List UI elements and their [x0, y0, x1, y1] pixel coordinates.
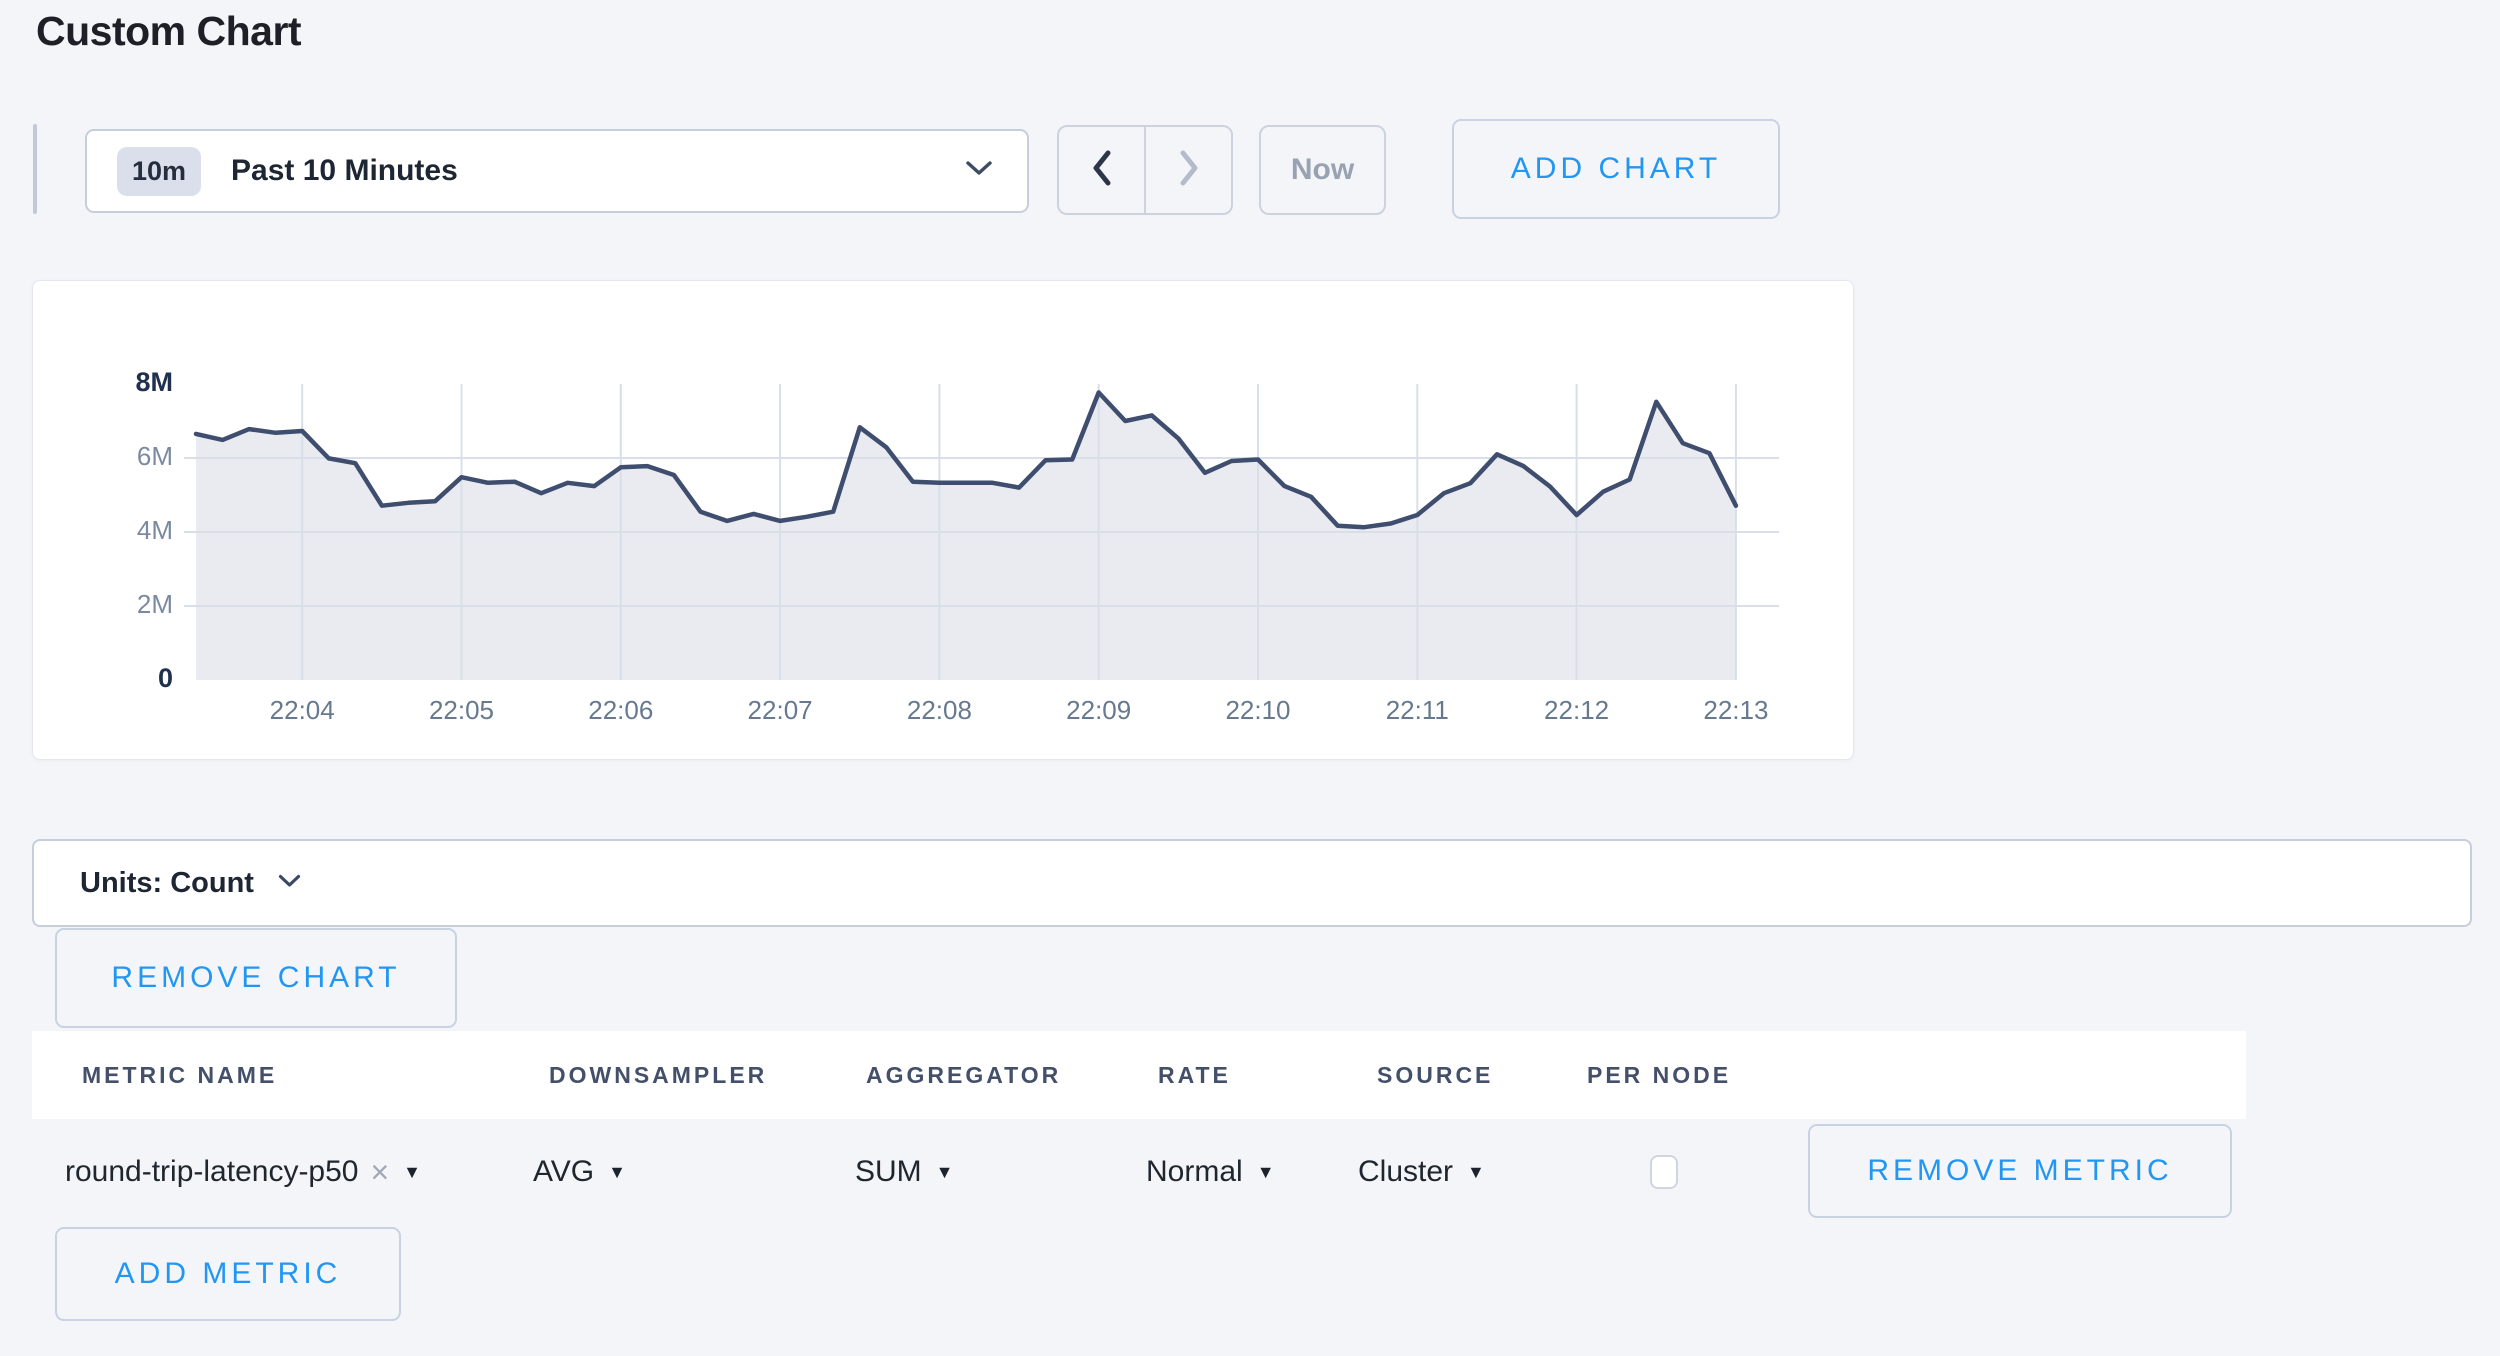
metrics-table-header: METRIC NAME DOWNSAMPLER AGGREGATOR RATE …: [32, 1031, 2246, 1119]
add-metric-button[interactable]: ADD METRIC: [55, 1227, 401, 1321]
svg-text:6M: 6M: [137, 441, 173, 471]
svg-text:8M: 8M: [135, 367, 173, 397]
svg-text:22:11: 22:11: [1386, 695, 1449, 725]
col-per-node: PER NODE: [1587, 1061, 1732, 1088]
col-rate: RATE: [1158, 1061, 1231, 1088]
remove-chart-button[interactable]: REMOVE CHART: [55, 928, 457, 1028]
chevron-down-icon: [278, 874, 301, 893]
chevron-down-icon: [965, 160, 993, 182]
col-aggregator: AGGREGATOR: [866, 1061, 1062, 1088]
time-step-group: [1057, 125, 1233, 215]
source-value: Cluster: [1358, 1155, 1454, 1188]
svg-text:22:12: 22:12: [1544, 695, 1609, 725]
metric-name-select[interactable]: round-trip-latency-p50 × ▼: [65, 1155, 421, 1189]
metric-chart-card: 22:04 22:05 22:06 22:07 22:08 22:09 22:10 22:11…: [32, 280, 1854, 760]
step-back-button[interactable]: [1059, 127, 1146, 213]
step-forward-button[interactable]: [1146, 127, 1231, 213]
chevron-left-icon: [1091, 150, 1113, 191]
col-metric-name: METRIC NAME: [82, 1061, 278, 1088]
aggregator-select[interactable]: SUM ▼: [855, 1155, 954, 1189]
remove-metric-button[interactable]: REMOVE METRIC: [1808, 1124, 2232, 1218]
rate-select[interactable]: Normal ▼: [1146, 1155, 1275, 1189]
time-window-badge: 10m: [117, 146, 202, 196]
aggregator-value: SUM: [855, 1155, 922, 1188]
time-range-dropdown[interactable]: 10m Past 10 Minutes: [85, 129, 1029, 213]
svg-text:22:08: 22:08: [907, 695, 972, 725]
svg-text:22:13: 22:13: [1703, 695, 1768, 725]
svg-text:22:06: 22:06: [588, 695, 653, 725]
col-downsampler: DOWNSAMPLER: [549, 1061, 768, 1088]
downsampler-select[interactable]: AVG ▼: [533, 1155, 626, 1189]
svg-text:22:04: 22:04: [270, 695, 335, 725]
rate-value: Normal: [1146, 1155, 1243, 1188]
chevron-right-icon: [1178, 150, 1200, 191]
page-title: Custom Chart: [36, 8, 302, 54]
caret-down-icon: ▼: [1256, 1162, 1275, 1182]
caret-down-icon: ▼: [608, 1162, 626, 1182]
toolbar-divider: [33, 124, 37, 214]
caret-down-icon: ▼: [403, 1162, 421, 1182]
downsampler-value: AVG: [533, 1155, 595, 1188]
add-chart-button[interactable]: ADD CHART: [1452, 119, 1780, 219]
svg-text:22:07: 22:07: [748, 695, 813, 725]
units-label: Units: Count: [80, 866, 254, 899]
per-node-checkbox[interactable]: [1650, 1155, 1678, 1189]
svg-text:22:05: 22:05: [429, 695, 494, 725]
svg-text:22:10: 22:10: [1225, 695, 1290, 725]
metric-name-value: round-trip-latency-p50: [65, 1155, 359, 1188]
metric-chart: 22:04 22:05 22:06 22:07 22:08 22:09 22:10 22:11…: [135, 367, 1779, 725]
time-range-label: Past 10 Minutes: [231, 154, 458, 187]
source-select[interactable]: Cluster ▼: [1358, 1155, 1485, 1189]
now-button[interactable]: Now: [1259, 125, 1386, 215]
caret-down-icon: ▼: [1467, 1162, 1485, 1182]
clear-metric-icon[interactable]: ×: [370, 1154, 390, 1190]
svg-text:22:09: 22:09: [1066, 695, 1131, 725]
units-dropdown[interactable]: Units: Count: [32, 839, 2472, 927]
svg-text:4M: 4M: [137, 515, 173, 545]
col-source: SOURCE: [1377, 1061, 1494, 1088]
caret-down-icon: ▼: [935, 1162, 954, 1182]
svg-text:2M: 2M: [137, 589, 173, 619]
metric-row: round-trip-latency-p50 × ▼ AVG ▼ SUM ▼ N…: [32, 1119, 2246, 1225]
svg-text:0: 0: [158, 663, 173, 693]
